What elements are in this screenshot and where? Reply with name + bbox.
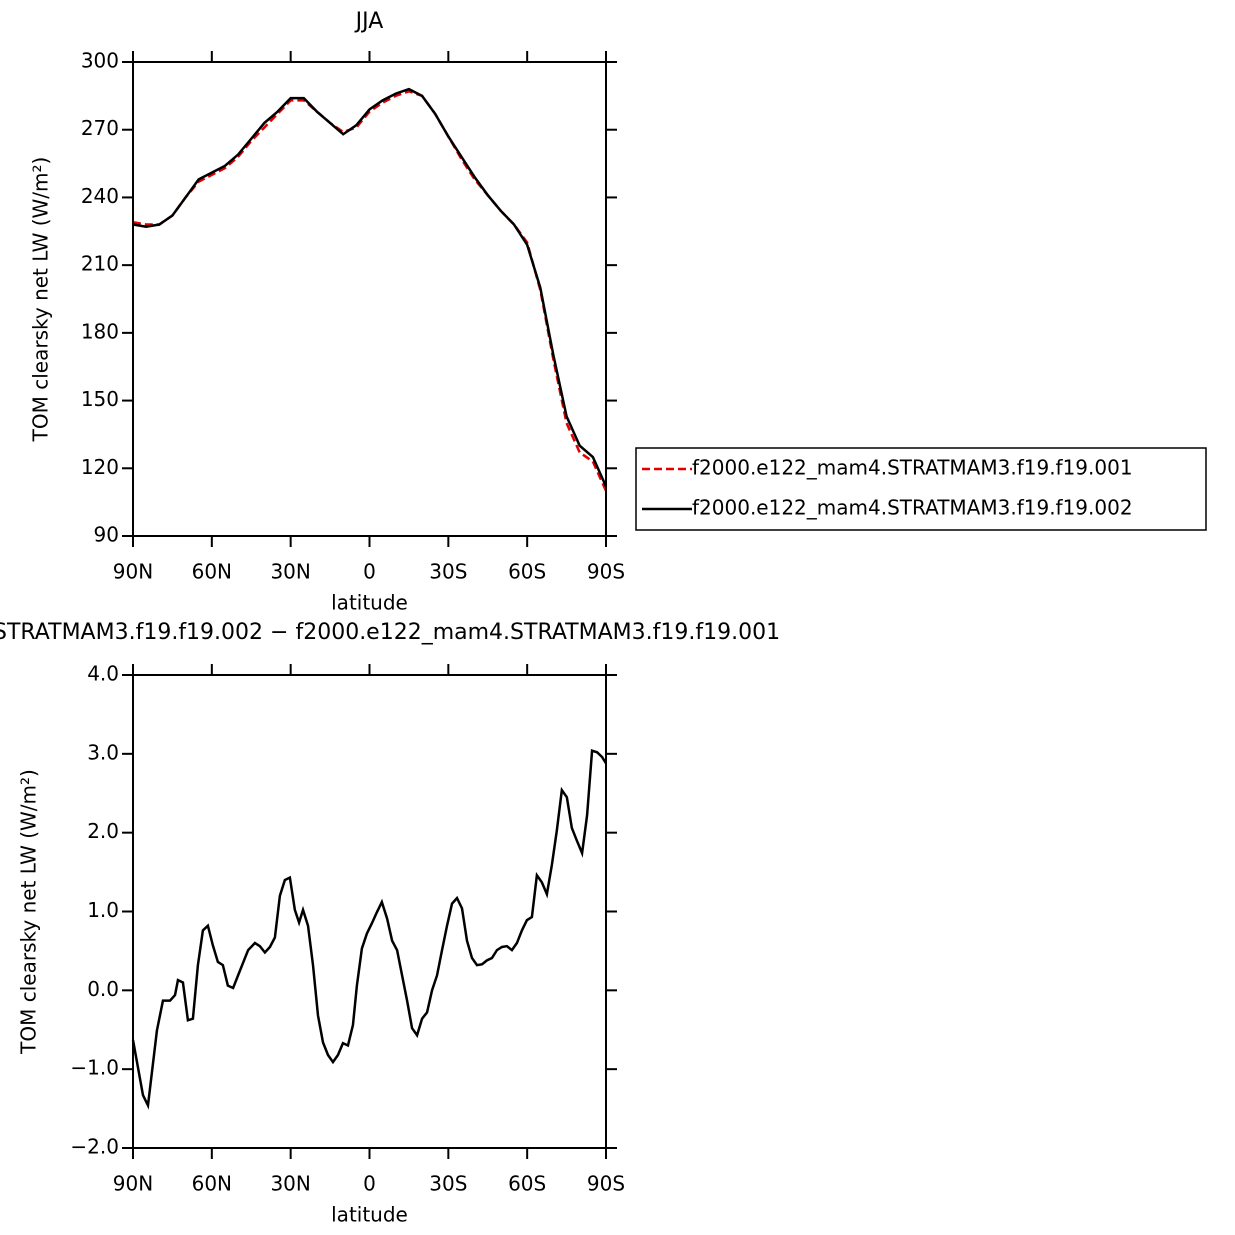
legend-box [635,447,1207,531]
x-tick-label: 30N [270,560,310,584]
data-line [132,87,608,487]
legend-label: f2000.e122_mam4.STRATMAM3.f19.f19.001 [692,456,1133,480]
x-tick-label: 60S [508,560,546,584]
x-tick-label: 30N [270,1172,310,1196]
y-tick-label: 240 [81,184,119,208]
x-tick-label: 60S [508,1172,546,1196]
plot-frame [132,674,607,1149]
x-axis-label: latitude [331,1203,408,1227]
y-tick-label: 300 [81,49,119,73]
y-tick-label: 1.0 [87,898,119,922]
data-line [132,90,608,492]
y-tick-label: 2.0 [87,819,119,843]
y-tick-label: 210 [81,252,119,276]
x-tick-label: 60N [192,560,232,584]
chart-title: STRATMAM3.f19.f19.002 − f2000.e122_mam4.… [0,620,780,645]
y-tick-label: 270 [81,116,119,140]
x-tick-label: 0 [363,560,376,584]
data-line [131,749,608,1110]
y-tick-label: 4.0 [87,662,119,686]
legend-label: f2000.e122_mam4.STRATMAM3.f19.f19.002 [692,496,1133,520]
y-axis-label: TOM clearsky net LW (W/m²) [29,157,53,443]
y-axis-label: TOM clearsky net LW (W/m²) [17,769,41,1055]
x-tick-label: 30S [429,560,467,584]
x-tick-label: 60N [192,1172,232,1196]
y-tick-label: 120 [81,455,119,479]
y-tick-label: 150 [81,387,119,411]
x-tick-label: 30S [429,1172,467,1196]
x-axis-label: latitude [331,591,408,615]
x-tick-label: 90N [113,1172,153,1196]
x-tick-label: 90S [587,560,625,584]
y-tick-label: 3.0 [87,740,119,764]
y-tick-label: 90 [94,523,119,547]
x-tick-label: 90N [113,560,153,584]
x-tick-label: 90S [587,1172,625,1196]
plot-frame [132,61,607,537]
chart-title: JJA [354,9,384,34]
y-tick-label: −1.0 [70,1056,119,1080]
y-tick-label: 180 [81,319,119,343]
x-tick-label: 0 [363,1172,376,1196]
y-tick-label: −2.0 [70,1135,119,1159]
y-tick-label: 0.0 [87,977,119,1001]
